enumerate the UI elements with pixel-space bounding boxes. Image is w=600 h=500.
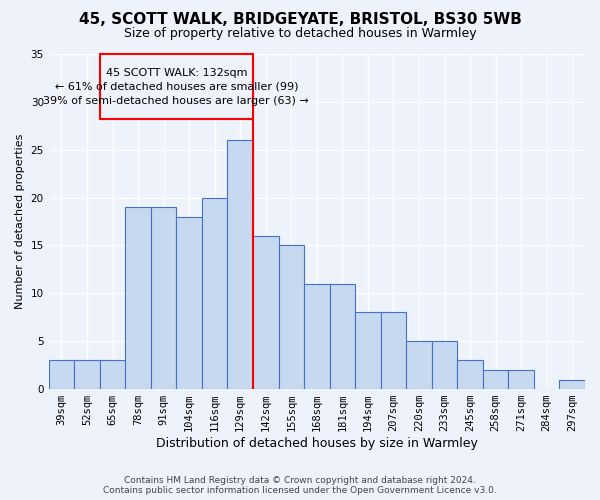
Bar — [176, 217, 202, 389]
Bar — [559, 380, 585, 389]
Text: Size of property relative to detached houses in Warmley: Size of property relative to detached ho… — [124, 28, 476, 40]
X-axis label: Distribution of detached houses by size in Warmley: Distribution of detached houses by size … — [156, 437, 478, 450]
Text: Contains HM Land Registry data © Crown copyright and database right 2024.: Contains HM Land Registry data © Crown c… — [124, 476, 476, 485]
Text: 45 SCOTT WALK: 132sqm
← 61% of detached houses are smaller (99)
39% of semi-deta: 45 SCOTT WALK: 132sqm ← 61% of detached … — [43, 68, 309, 106]
Bar — [380, 312, 406, 389]
Bar — [151, 207, 176, 389]
Bar — [406, 341, 432, 389]
Bar — [100, 54, 253, 119]
Bar — [49, 360, 74, 389]
Bar — [483, 370, 508, 389]
Bar — [304, 284, 329, 389]
Bar — [227, 140, 253, 389]
Bar — [100, 360, 125, 389]
Bar — [253, 236, 278, 389]
Bar — [278, 246, 304, 389]
Bar — [74, 360, 100, 389]
Bar — [202, 198, 227, 389]
Bar — [125, 207, 151, 389]
Bar — [329, 284, 355, 389]
Bar — [508, 370, 534, 389]
Y-axis label: Number of detached properties: Number of detached properties — [15, 134, 25, 309]
Text: 45, SCOTT WALK, BRIDGEYATE, BRISTOL, BS30 5WB: 45, SCOTT WALK, BRIDGEYATE, BRISTOL, BS3… — [79, 12, 521, 28]
Text: Contains public sector information licensed under the Open Government Licence v3: Contains public sector information licen… — [103, 486, 497, 495]
Bar — [355, 312, 380, 389]
Bar — [457, 360, 483, 389]
Bar — [432, 341, 457, 389]
